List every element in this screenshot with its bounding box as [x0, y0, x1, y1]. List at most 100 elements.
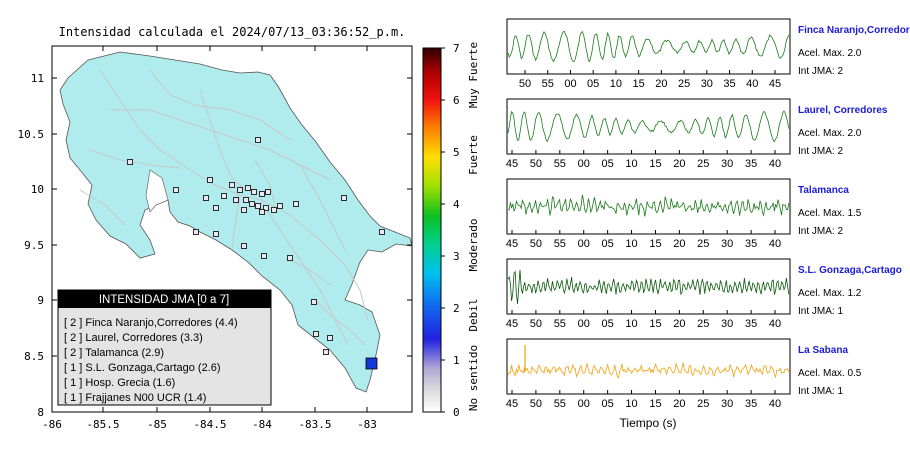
station-marker[interactable] — [249, 201, 255, 207]
time-tick-label: 50 — [530, 318, 542, 330]
colorbar-label: Moderado — [467, 219, 480, 272]
time-tick-label: 20 — [673, 238, 685, 250]
station-name: La Sabana — [798, 345, 848, 356]
station-marker[interactable] — [313, 331, 319, 337]
station-name: Talamanca — [798, 185, 849, 196]
station-marker[interactable] — [311, 299, 317, 305]
time-tick-label: 05 — [602, 318, 614, 330]
legend-item: [ 2 ] Finca Naranjo,Corredores (4.4) — [64, 317, 238, 329]
station-marker[interactable] — [251, 189, 257, 195]
waveform-frame — [506, 258, 791, 315]
station-marker[interactable] — [259, 191, 265, 197]
station-marker[interactable] — [255, 137, 261, 143]
time-tick-label: 00 — [578, 398, 590, 410]
station-marker[interactable] — [293, 201, 299, 207]
station-marker[interactable] — [255, 203, 261, 209]
map-y-tick-label: 8.5 — [24, 350, 44, 363]
map-x-tick-label: -83 — [357, 418, 377, 431]
station-marker[interactable] — [213, 231, 219, 237]
station-marker[interactable] — [233, 197, 239, 203]
station-marker[interactable] — [229, 182, 235, 188]
station-marker[interactable] — [287, 255, 293, 261]
station-marker[interactable] — [127, 159, 133, 165]
station-marker[interactable] — [271, 207, 277, 213]
int-jma-label: Int JMA: 2 — [798, 146, 843, 157]
station-marker[interactable] — [241, 207, 247, 213]
station-marker[interactable] — [263, 205, 269, 211]
colorbar-gradient — [422, 47, 442, 413]
waveform-trace — [507, 269, 790, 305]
station-marker[interactable] — [327, 335, 333, 341]
map-y-tick-label: 8 — [37, 406, 44, 419]
station-marker[interactable] — [213, 205, 219, 211]
colorbar-tick-label: 6 — [453, 94, 460, 107]
time-tick-label: 40 — [769, 398, 781, 410]
time-tick-label: 10 — [625, 158, 637, 170]
colorbar: 7 6 5 4 3 2 1 0 Muy Fuerte Fuerte Moderado Debil No… — [422, 42, 480, 419]
time-tick-label: 20 — [673, 398, 685, 410]
map-x-tick-label: -83.5 — [298, 418, 331, 431]
int-jma-label: Int JMA: 2 — [798, 226, 843, 237]
station-marker[interactable] — [341, 195, 347, 201]
waveform-trace — [507, 194, 790, 217]
station-markers — [127, 137, 385, 355]
acel-max-label: Acel. Max. 1.5 — [798, 208, 862, 219]
map-y-tick-label: 9.5 — [24, 239, 44, 252]
time-tick-label: 05 — [602, 158, 614, 170]
station-marker[interactable] — [207, 177, 213, 183]
max-intensity-marker[interactable] — [365, 357, 378, 370]
legend-item: [ 1 ] Frajjanes N00 UCR (1.4) — [64, 392, 206, 404]
time-tick-label: 45 — [506, 398, 518, 410]
station-marker[interactable] — [277, 203, 283, 209]
station-marker[interactable] — [193, 229, 199, 235]
colorbar-tick-label: 0 — [453, 406, 460, 419]
time-tick-label: 35 — [745, 158, 757, 170]
time-tick-label: 35 — [745, 398, 757, 410]
colorbar-tick-label: 4 — [453, 198, 460, 211]
waveform-trace — [507, 110, 790, 143]
time-tick-label: 15 — [649, 158, 661, 170]
legend-item: [ 2 ] Laurel, Corredores (3.3) — [64, 332, 203, 344]
colorbar-label: Debil — [467, 298, 480, 331]
time-tick-label: 00 — [578, 318, 590, 330]
station-marker[interactable] — [221, 193, 227, 199]
station-marker[interactable] — [261, 253, 267, 259]
waveform-panel: 45 50 55 00 05 10 15 20 25 30 35 40 La Sabana Acel. M… — [506, 338, 862, 410]
time-tick-label: 15 — [649, 398, 661, 410]
time-tick-label: 10 — [625, 398, 637, 410]
station-marker[interactable] — [265, 189, 271, 195]
time-tick-label: 30 — [701, 78, 713, 90]
time-tick-label: 00 — [578, 238, 590, 250]
time-tick-label: 00 — [578, 158, 590, 170]
time-tick-label: 35 — [745, 318, 757, 330]
time-tick-label: 30 — [721, 238, 733, 250]
station-marker[interactable] — [243, 197, 249, 203]
time-tick-label: 45 — [506, 158, 518, 170]
waveform-trace — [507, 362, 790, 379]
station-marker[interactable] — [323, 349, 329, 355]
station-marker[interactable] — [379, 229, 385, 235]
time-tick-label: 25 — [697, 238, 709, 250]
waveform-panel: 50 55 00 05 10 15 20 25 30 35 40 45 Finca Naranjo,Co… — [506, 18, 910, 90]
legend-item: [ 1 ] S.L. Gonzaga,Cartago (2.6) — [64, 362, 221, 374]
map-x-tick-label: -84.5 — [193, 418, 226, 431]
legend-item: [ 1 ] Hosp. Grecia (1.6) — [64, 377, 175, 389]
station-marker[interactable] — [173, 187, 179, 193]
station-marker[interactable] — [237, 187, 243, 193]
acel-max-label: Acel. Max. 2.0 — [798, 128, 862, 139]
map-x-axis: -86 -85.5 -85 -84.5 -84 -83.5 -83 — [42, 46, 377, 431]
station-marker[interactable] — [241, 243, 247, 249]
legend-item: [ 2 ] Talamanca (2.9) — [64, 347, 164, 359]
time-tick-label: 35 — [723, 78, 735, 90]
time-tick-label: 15 — [649, 318, 661, 330]
map-y-tick-label: 10.5 — [18, 128, 45, 141]
station-marker[interactable] — [203, 195, 209, 201]
time-tick-label: 50 — [530, 238, 542, 250]
colorbar-ticks: 7 6 5 4 3 2 1 0 — [441, 42, 460, 419]
station-marker[interactable] — [245, 185, 251, 191]
time-tick-label: 55 — [554, 238, 566, 250]
time-tick-label: 10 — [610, 78, 622, 90]
time-tick-label: 00 — [564, 78, 576, 90]
station-marker[interactable] — [259, 209, 265, 215]
